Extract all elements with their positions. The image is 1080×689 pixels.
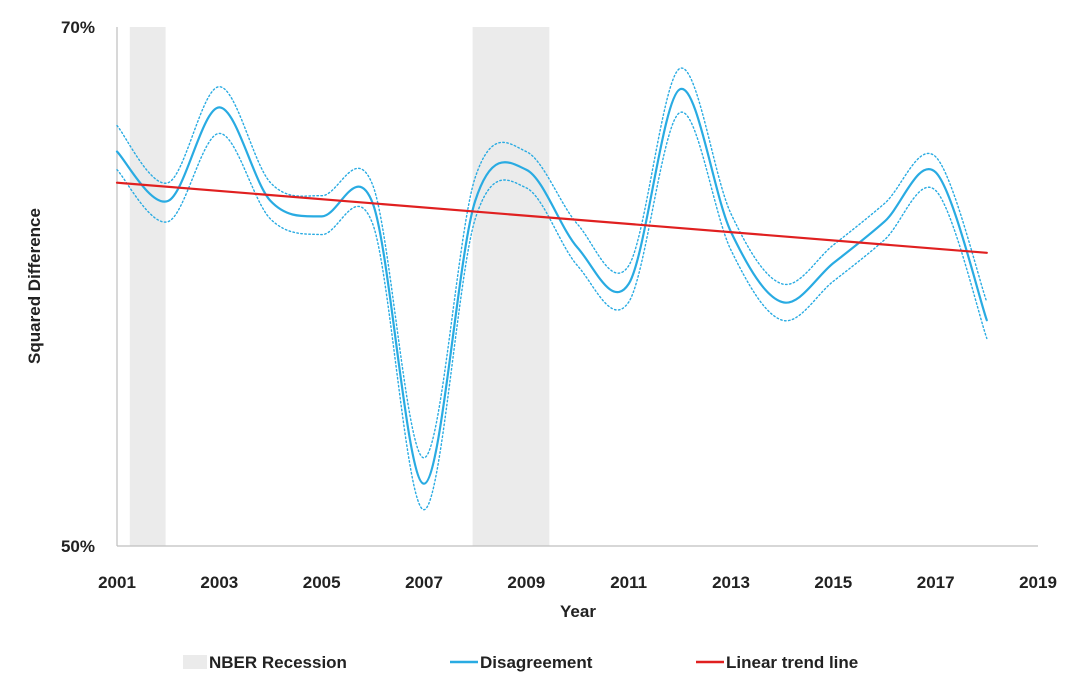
legend-recession-swatch bbox=[183, 655, 207, 669]
legend-trend-label: Linear trend line bbox=[726, 653, 858, 672]
legend-disagreement-label: Disagreement bbox=[480, 653, 593, 672]
legend: NBER Recession Disagreement Linear trend… bbox=[183, 653, 858, 672]
x-tick-label-2015: 2015 bbox=[814, 573, 852, 592]
x-tick-label-2017: 2017 bbox=[917, 573, 955, 592]
series-trend-line bbox=[115, 181, 988, 254]
x-tick-labels: 2001 2003 2005 2007 2009 2011 2013 2015 2017 2019 bbox=[98, 573, 1057, 592]
series-lines bbox=[115, 67, 988, 511]
recession-band-1 bbox=[129, 27, 166, 546]
y-axis-title: Squared Difference bbox=[25, 208, 44, 364]
recession-bands bbox=[129, 27, 550, 546]
x-tick-label-2011: 2011 bbox=[610, 573, 647, 592]
x-tick-label-2001: 2001 bbox=[98, 573, 136, 592]
x-tick-label-2005: 2005 bbox=[303, 573, 341, 592]
x-tick-label-2007: 2007 bbox=[405, 573, 443, 592]
x-tick-label-2019: 2019 bbox=[1019, 573, 1057, 592]
recession-band-2 bbox=[472, 27, 550, 546]
x-tick-label-2009: 2009 bbox=[507, 573, 545, 592]
x-tick-label-2013: 2013 bbox=[712, 573, 750, 592]
series-disagreement bbox=[115, 88, 988, 485]
y-tick-label-1: 50% bbox=[61, 537, 95, 556]
x-tick-label-2003: 2003 bbox=[200, 573, 238, 592]
y-tick-labels: 50% 70% bbox=[61, 18, 95, 556]
series-upper-band bbox=[116, 67, 988, 459]
y-tick-label-2: 70% bbox=[61, 18, 95, 37]
x-axis-title: Year bbox=[560, 602, 596, 621]
series-lower-band bbox=[116, 111, 988, 511]
legend-recession-label: NBER Recession bbox=[209, 653, 347, 672]
